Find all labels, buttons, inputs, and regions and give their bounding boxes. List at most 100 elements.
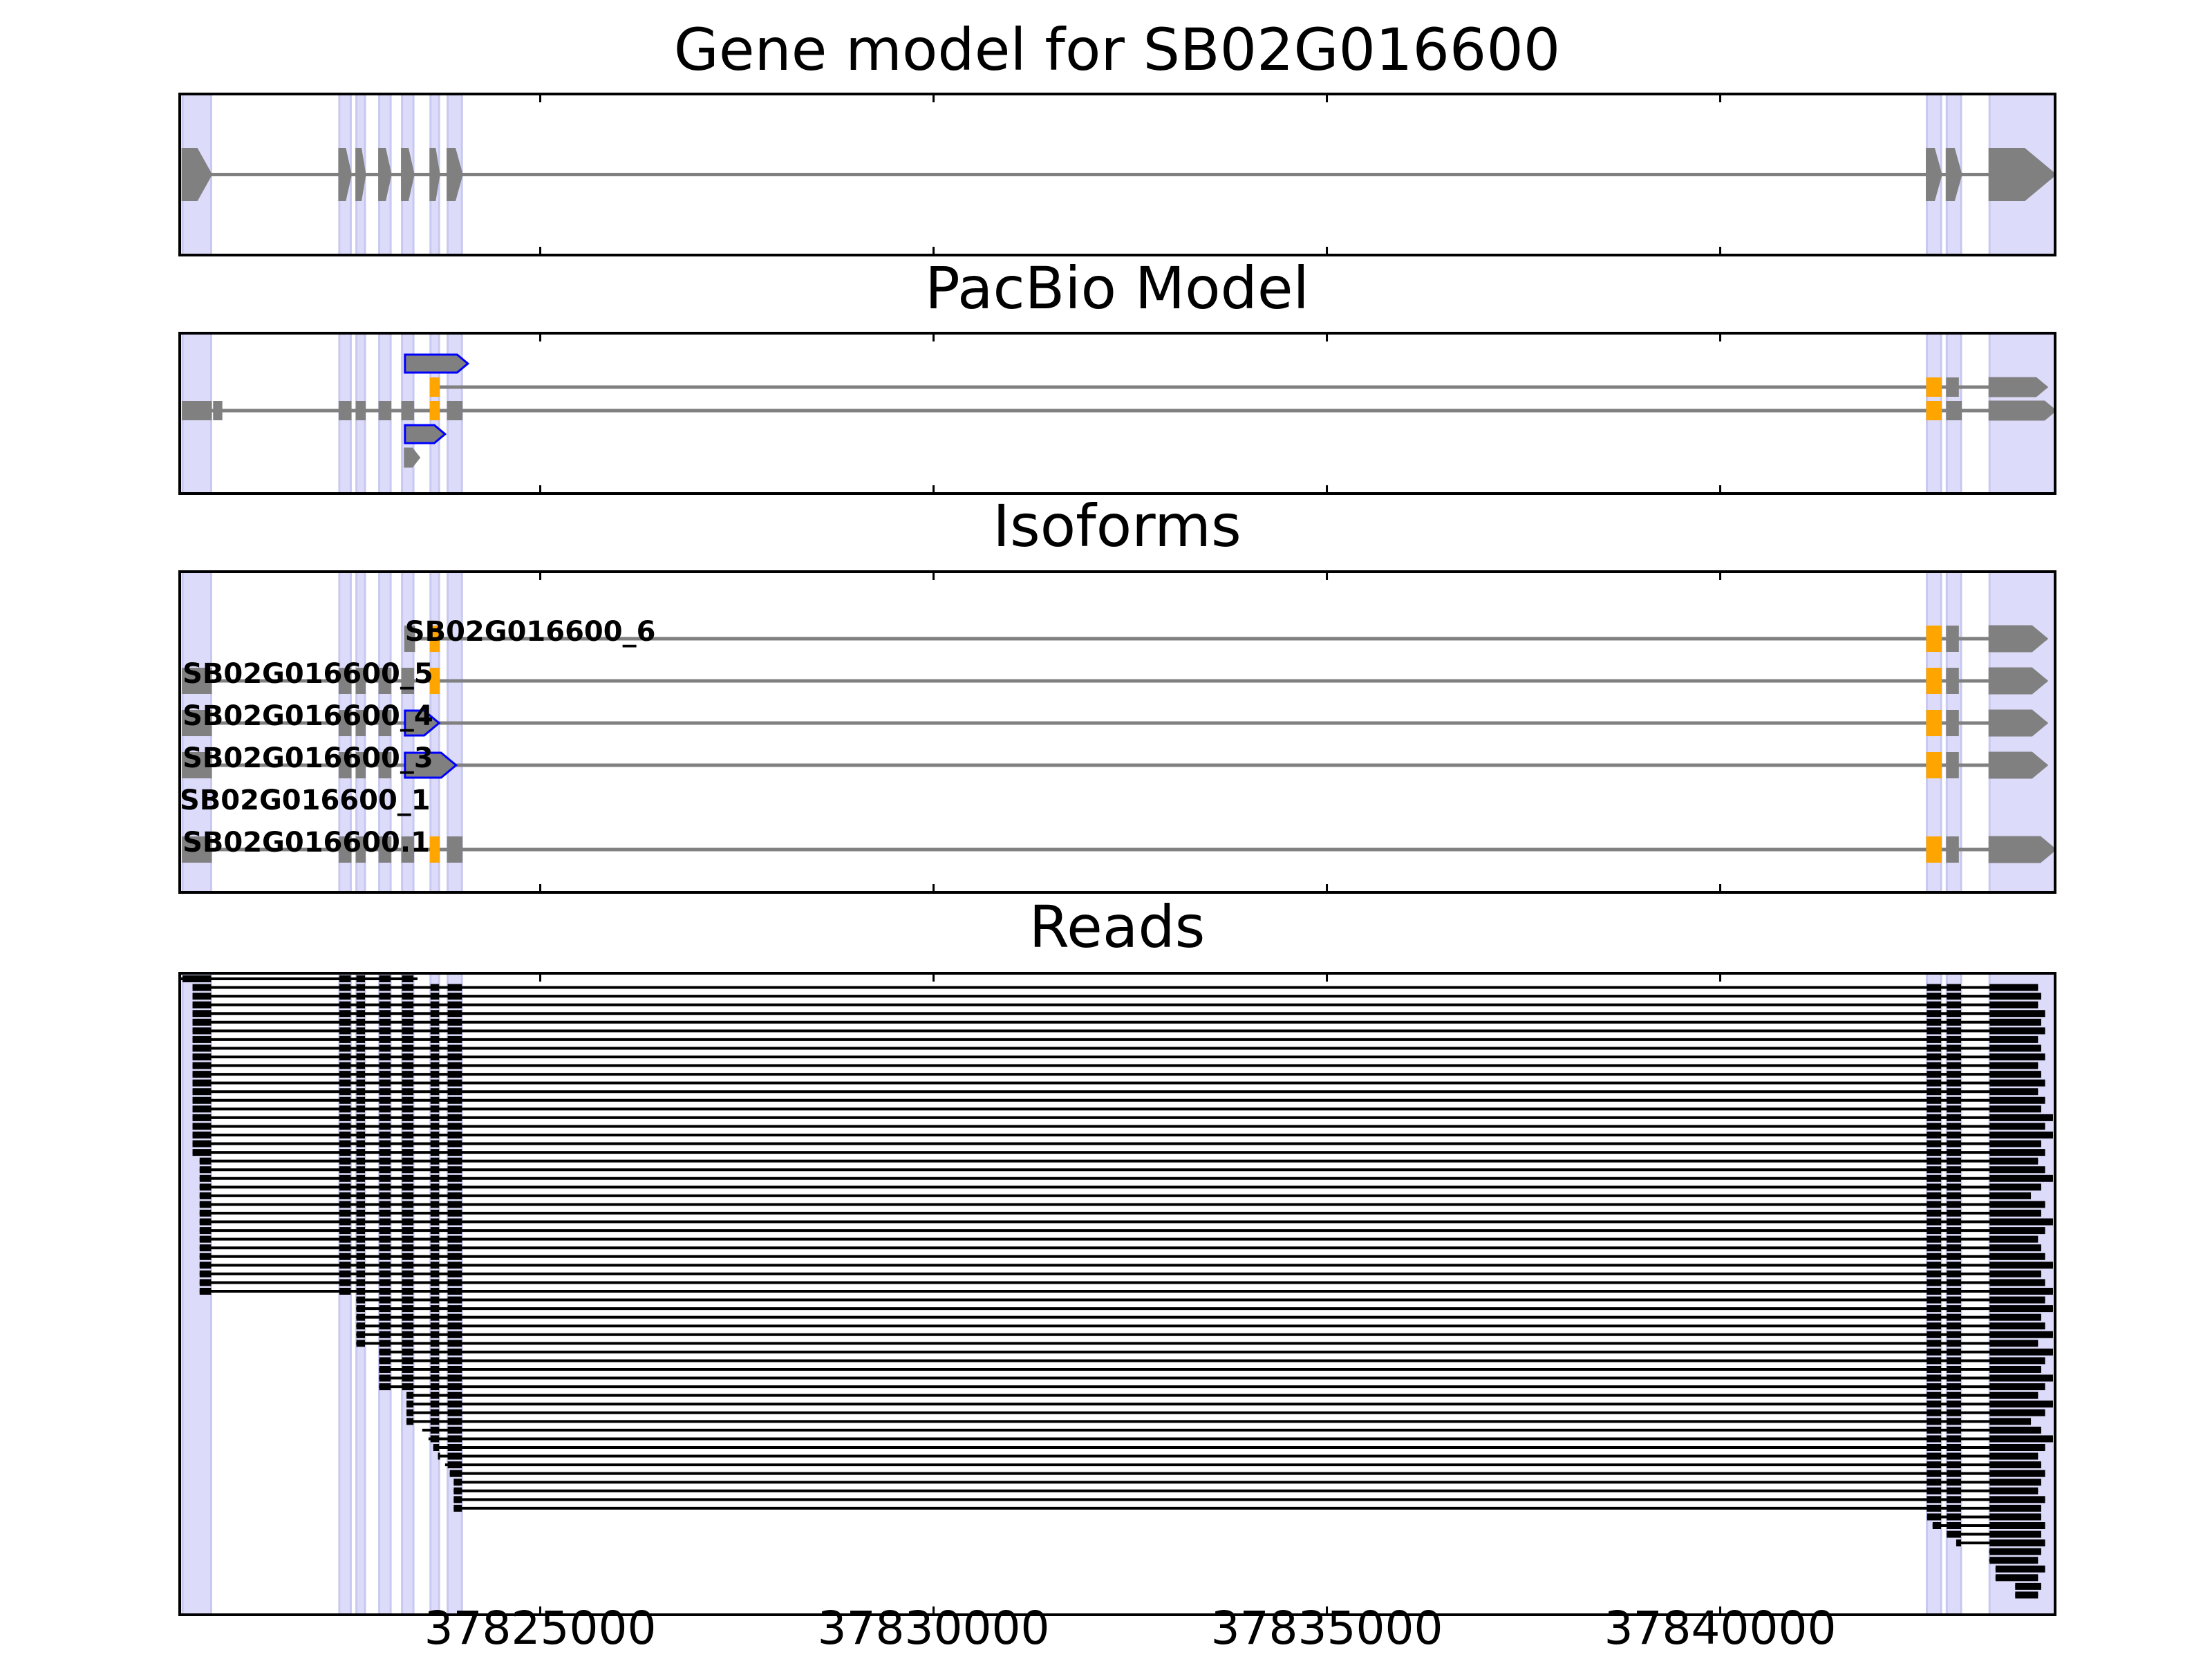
read-block (379, 1166, 391, 1174)
read-block (1989, 1348, 2053, 1356)
exon (355, 836, 366, 863)
read-block (1927, 1105, 1942, 1113)
exon (447, 836, 463, 863)
read-block (339, 1279, 351, 1286)
read-block (1947, 1513, 1962, 1521)
read-block (1947, 1235, 1962, 1243)
read-block (402, 1357, 414, 1365)
read-block (199, 1174, 212, 1182)
read-block (339, 1088, 351, 1096)
exon (1946, 401, 1962, 420)
read-block (430, 1035, 440, 1043)
read-block (447, 1018, 462, 1026)
read-block (379, 1183, 391, 1191)
read-block (1989, 1374, 2053, 1382)
read-block (379, 1114, 391, 1121)
read-block (1927, 1253, 1942, 1260)
read-block (356, 1088, 365, 1096)
read-block (379, 1044, 391, 1052)
read-block (356, 1279, 365, 1286)
read-block (356, 1296, 365, 1304)
read-block (1927, 1452, 1942, 1460)
read-block (379, 975, 391, 982)
read-block (1927, 1383, 1942, 1391)
read-block (1989, 984, 2038, 991)
read-block (402, 1348, 414, 1356)
read-block (1927, 1461, 1942, 1469)
read-block (453, 1504, 462, 1512)
read-block (192, 1088, 212, 1096)
read-block (430, 1435, 440, 1443)
read-block (1947, 1487, 1962, 1494)
isoform-label: SB02G016600.1 (182, 827, 430, 859)
read-block (1989, 1079, 2045, 1087)
read-block (1989, 1218, 2053, 1226)
read-block (430, 1253, 440, 1260)
read-block (1989, 1027, 2045, 1035)
read-block (447, 1235, 462, 1243)
read-block (1932, 1522, 1942, 1529)
read-block (430, 1114, 440, 1121)
read-block (379, 1340, 391, 1347)
read-block (1989, 1253, 2045, 1260)
read-block (430, 1227, 440, 1235)
read-block (430, 993, 440, 1000)
exon (182, 752, 212, 778)
read-block (1947, 1331, 1962, 1338)
read-block (402, 1027, 414, 1035)
read-block (1989, 1210, 2041, 1217)
pacbio-title: PacBio Model (925, 254, 1309, 322)
read-block (1947, 1035, 1962, 1043)
read-block (379, 1174, 391, 1182)
read-block (1927, 1174, 1942, 1182)
read-block (1947, 1001, 1962, 1009)
read-block (447, 1244, 462, 1252)
read-block (1989, 993, 2041, 1000)
read-block (1989, 1088, 2038, 1096)
read-block (379, 1010, 391, 1018)
exon (429, 626, 440, 652)
read-block (447, 1183, 462, 1191)
read-block (356, 1218, 365, 1226)
read-block (402, 1062, 414, 1069)
read-block (339, 1201, 351, 1208)
exon (401, 148, 415, 201)
read-block (1947, 1383, 1962, 1391)
read-block (1947, 1270, 1962, 1277)
read-block (1947, 1496, 1962, 1503)
read-block (379, 1357, 391, 1365)
read-block (192, 993, 212, 1000)
read-block (1947, 1018, 1962, 1026)
read-block (356, 1157, 365, 1165)
read-block (1927, 1479, 1942, 1486)
read-block (379, 1374, 391, 1382)
read-block (356, 1305, 365, 1313)
read-block (1927, 1053, 1942, 1060)
read-block (1947, 1461, 1962, 1469)
read-block (430, 1001, 440, 1009)
read-block (1947, 1357, 1962, 1365)
read-block (1947, 1227, 1962, 1235)
isoform-label: SB02G016600_4 (182, 700, 433, 732)
read-block (447, 1044, 462, 1052)
read-block (447, 1262, 462, 1269)
read-block (447, 1035, 462, 1043)
read-block (402, 1374, 414, 1382)
read-block (1989, 1132, 2053, 1138)
read-block (356, 1192, 365, 1199)
exon (1945, 148, 1962, 201)
read-block (339, 1010, 351, 1018)
read-block (1947, 1105, 1962, 1113)
read-block (449, 1470, 462, 1477)
read-block (356, 1010, 365, 1018)
exon (182, 710, 212, 736)
read-block (1989, 1479, 2041, 1486)
read-block (402, 984, 414, 991)
exon (447, 401, 463, 420)
read-block (356, 1331, 365, 1338)
x-tick-label: 37840000 (1604, 1602, 1837, 1655)
read-block (1947, 1096, 1962, 1104)
read-block (1947, 1149, 1962, 1156)
read-block (402, 1166, 414, 1174)
read-block (356, 1183, 365, 1191)
